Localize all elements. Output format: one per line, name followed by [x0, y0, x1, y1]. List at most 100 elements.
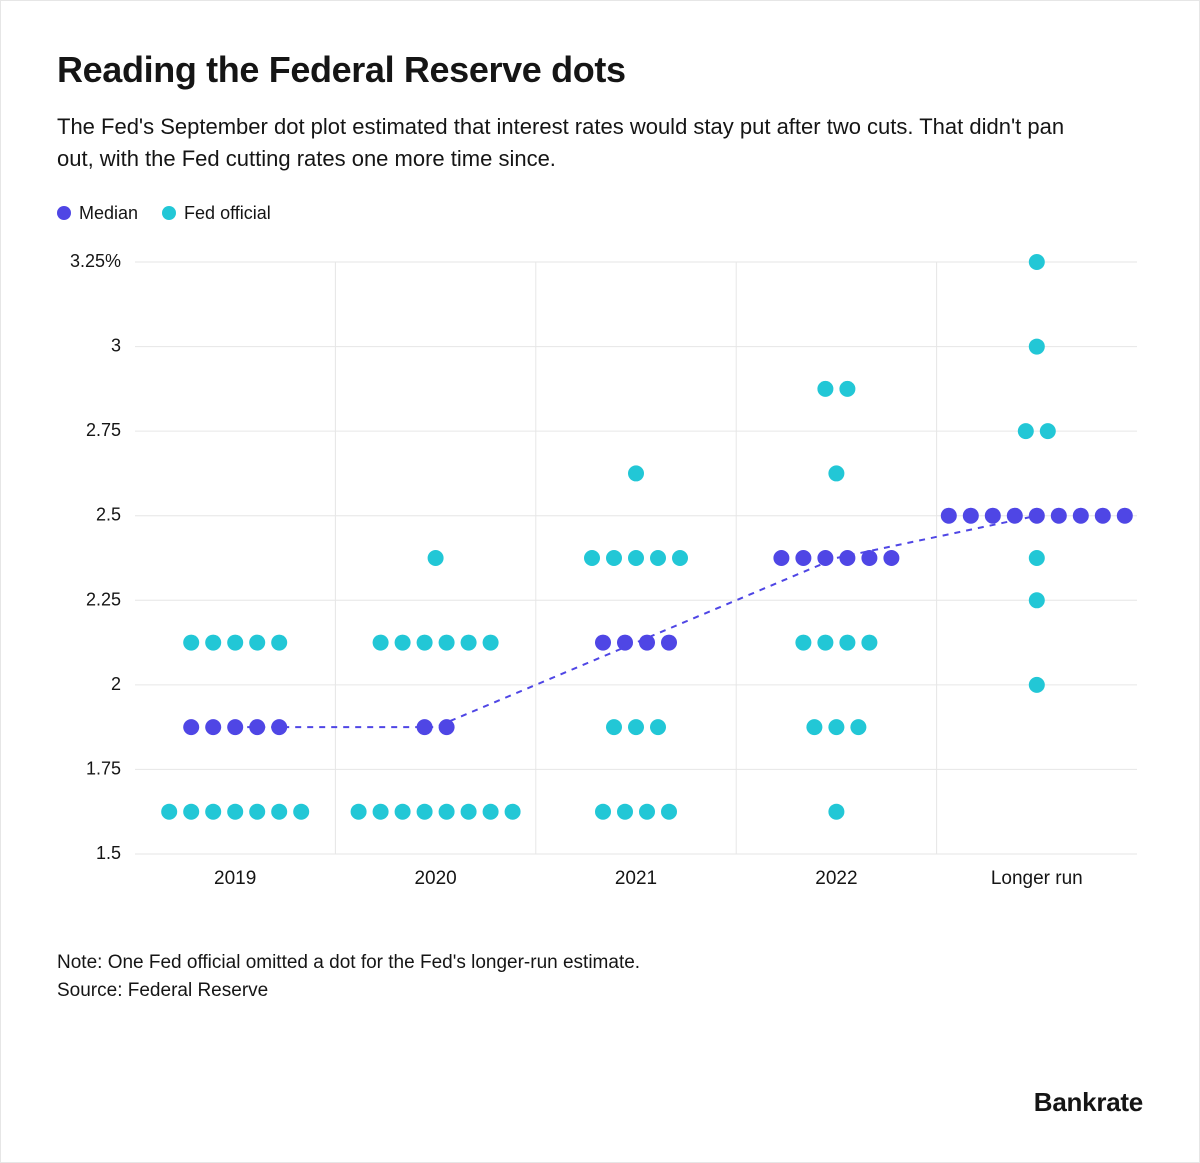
legend: Median Fed official — [57, 203, 1143, 224]
median-dot — [227, 719, 243, 735]
legend-item-official: Fed official — [162, 203, 271, 224]
chart-note: Note: One Fed official omitted a dot for… — [57, 952, 1143, 974]
official-dot — [817, 381, 833, 397]
official-dot — [606, 719, 622, 735]
median-dot — [795, 550, 811, 566]
median-dot — [271, 719, 287, 735]
median-dot — [183, 719, 199, 735]
median-dot — [1117, 507, 1133, 523]
svg-text:Longer run: Longer run — [991, 868, 1083, 889]
chart-title: Reading the Federal Reserve dots — [57, 49, 1143, 91]
official-dot — [795, 634, 811, 650]
official-dot — [505, 803, 521, 819]
official-dot — [293, 803, 309, 819]
median-dot — [941, 507, 957, 523]
official-dot — [606, 550, 622, 566]
median-dot — [249, 719, 265, 735]
official-dot — [861, 634, 877, 650]
official-dot — [650, 550, 666, 566]
official-dot — [628, 465, 644, 481]
official-dot — [461, 803, 477, 819]
median-dot — [1051, 507, 1067, 523]
official-dot — [373, 803, 389, 819]
official-dot — [205, 803, 221, 819]
svg-text:2020: 2020 — [414, 868, 456, 889]
official-dot — [1029, 550, 1045, 566]
svg-text:2: 2 — [111, 674, 121, 694]
official-dot — [439, 803, 455, 819]
median-dot — [439, 719, 455, 735]
official-dot — [395, 803, 411, 819]
svg-text:2022: 2022 — [815, 868, 857, 889]
official-dot — [183, 634, 199, 650]
median-dot — [985, 507, 1001, 523]
official-dot — [1029, 254, 1045, 270]
official-dot — [1029, 338, 1045, 354]
svg-text:2019: 2019 — [214, 868, 256, 889]
official-dot — [839, 634, 855, 650]
legend-swatch-median — [57, 206, 71, 220]
chart-footer: Note: One Fed official omitted a dot for… — [57, 952, 1143, 1002]
official-dot — [483, 803, 499, 819]
median-dot — [661, 634, 677, 650]
official-dot — [227, 803, 243, 819]
median-dot — [861, 550, 877, 566]
official-dot — [817, 634, 833, 650]
median-dot — [1095, 507, 1111, 523]
official-dot — [428, 550, 444, 566]
median-dot — [417, 719, 433, 735]
official-dot — [461, 634, 477, 650]
brand-logo: Bankrate — [1034, 1087, 1143, 1118]
official-dot — [806, 719, 822, 735]
median-dot — [639, 634, 655, 650]
official-dot — [395, 634, 411, 650]
official-dot — [183, 803, 199, 819]
median-dot — [1073, 507, 1089, 523]
chart-area: 1.51.7522.252.52.7533.25%201920202021202… — [57, 234, 1143, 914]
official-dot — [1040, 423, 1056, 439]
median-dot — [205, 719, 221, 735]
dot-plot-svg: 1.51.7522.252.52.7533.25%201920202021202… — [57, 234, 1145, 914]
official-dot — [351, 803, 367, 819]
official-dot — [205, 634, 221, 650]
official-dot — [828, 465, 844, 481]
svg-text:1.5: 1.5 — [96, 843, 121, 863]
median-dot — [817, 550, 833, 566]
official-dot — [373, 634, 389, 650]
official-dot — [271, 803, 287, 819]
official-dot — [639, 803, 655, 819]
official-dot — [1018, 423, 1034, 439]
svg-text:3: 3 — [111, 335, 121, 355]
median-dot — [963, 507, 979, 523]
legend-item-median: Median — [57, 203, 138, 224]
official-dot — [628, 550, 644, 566]
legend-swatch-official — [162, 206, 176, 220]
official-dot — [249, 803, 265, 819]
official-dot — [439, 634, 455, 650]
legend-label-official: Fed official — [184, 203, 271, 224]
legend-label-median: Median — [79, 203, 138, 224]
svg-text:1.75: 1.75 — [86, 758, 121, 778]
official-dot — [271, 634, 287, 650]
official-dot — [672, 550, 688, 566]
official-dot — [161, 803, 177, 819]
official-dot — [828, 803, 844, 819]
official-dot — [1029, 677, 1045, 693]
official-dot — [850, 719, 866, 735]
official-dot — [417, 803, 433, 819]
median-dot — [773, 550, 789, 566]
official-dot — [227, 634, 243, 650]
chart-card: Reading the Federal Reserve dots The Fed… — [0, 0, 1200, 1163]
official-dot — [628, 719, 644, 735]
official-dot — [828, 719, 844, 735]
svg-text:2.75: 2.75 — [86, 420, 121, 440]
median-dot — [617, 634, 633, 650]
median-dot — [839, 550, 855, 566]
median-dot — [1029, 507, 1045, 523]
median-dot — [1007, 507, 1023, 523]
median-dot — [595, 634, 611, 650]
chart-subtitle: The Fed's September dot plot estimated t… — [57, 111, 1077, 175]
svg-text:2.25: 2.25 — [86, 589, 121, 609]
chart-source: Source: Federal Reserve — [57, 980, 1143, 1002]
official-dot — [584, 550, 600, 566]
